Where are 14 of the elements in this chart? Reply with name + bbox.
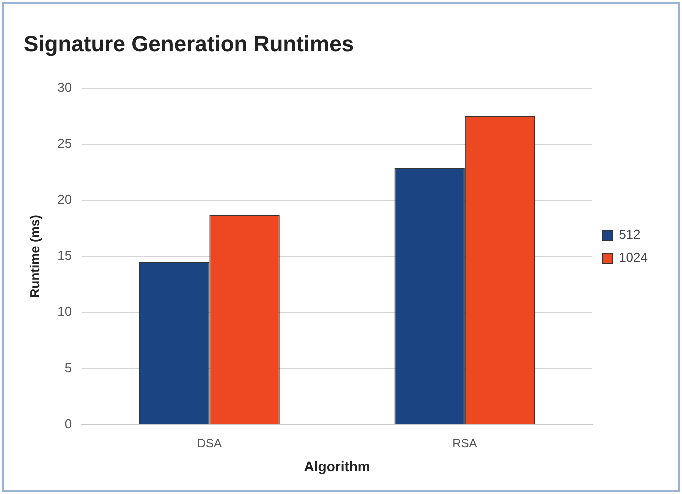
legend-label: 512 — [619, 227, 641, 242]
y-tick-label: 0 — [64, 416, 72, 432]
y-tick-label: 5 — [64, 360, 72, 376]
x-tick-label: DSA — [197, 436, 222, 450]
x-tick-label: RSA — [452, 436, 478, 450]
chart-title: Signature Generation Runtimes — [24, 31, 354, 56]
x-axis-title: Algorithm — [304, 458, 370, 474]
y-tick-label: 10 — [58, 304, 72, 320]
y-tick-label: 15 — [58, 248, 72, 264]
legend-label: 1024 — [619, 250, 648, 266]
y-tick-label: 25 — [58, 136, 72, 152]
y-tick-label: 20 — [58, 192, 72, 208]
y-tick-label: 30 — [58, 80, 72, 95]
y-axis-title: Runtime (ms) — [27, 215, 42, 298]
